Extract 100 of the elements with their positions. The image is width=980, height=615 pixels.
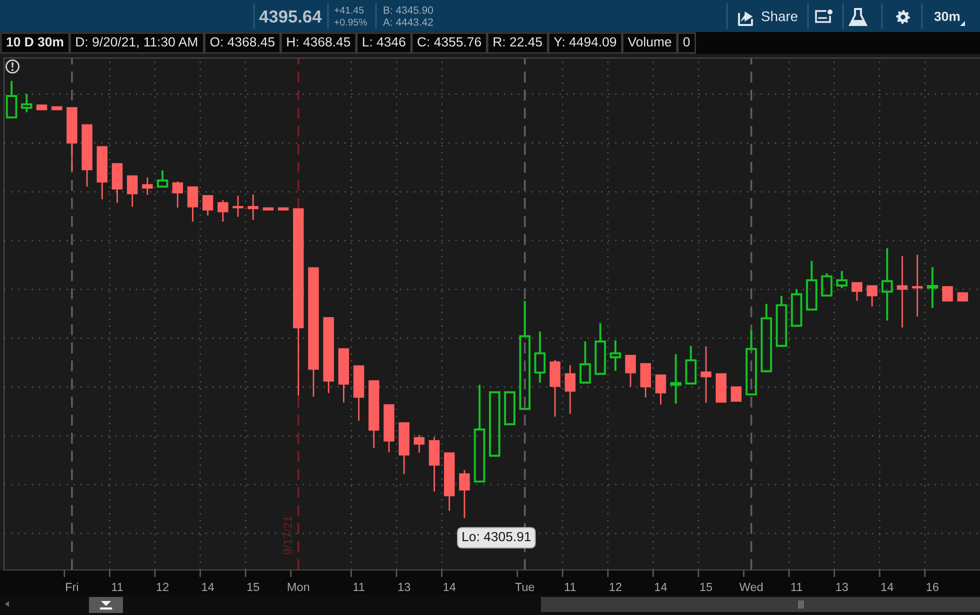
x-tick-label: 14 bbox=[655, 582, 667, 592]
candlestick bbox=[790, 288, 802, 327]
text: Lo: 4305.91 bbox=[462, 532, 531, 542]
candlestick bbox=[519, 300, 530, 410]
candlestick bbox=[187, 186, 198, 222]
candlestick bbox=[594, 322, 606, 375]
text: Share bbox=[762, 11, 798, 22]
x-tick-label: Mon bbox=[288, 582, 310, 592]
text: B: 4345.90 bbox=[384, 6, 433, 14]
x-tick-label: 11 bbox=[112, 582, 123, 592]
x-tick-label: 14 bbox=[881, 582, 894, 592]
candlestick bbox=[504, 391, 516, 426]
candlestick bbox=[836, 270, 848, 290]
text: C: 4355.76 bbox=[418, 37, 481, 47]
text: H: 4368.45 bbox=[287, 37, 350, 47]
x-tick-label: 11 bbox=[564, 582, 576, 592]
candlestick bbox=[142, 176, 153, 196]
candlestick bbox=[776, 295, 788, 347]
text: 4395.64 bbox=[259, 10, 322, 23]
text: 30m bbox=[934, 12, 960, 22]
candlestick bbox=[882, 247, 893, 322]
candlestick bbox=[670, 353, 682, 405]
candlestick bbox=[36, 104, 48, 110]
chart-title: 10 D 30m bbox=[6, 37, 64, 47]
candlestick bbox=[248, 194, 258, 221]
text: Y: 4494.09 bbox=[554, 37, 616, 47]
text: 0 bbox=[683, 37, 690, 47]
candlestick bbox=[896, 255, 908, 328]
candlestick bbox=[398, 422, 410, 475]
text: +0.95% bbox=[334, 18, 367, 26]
candlestick bbox=[640, 363, 651, 398]
candlestick bbox=[625, 354, 636, 388]
candlestick bbox=[368, 380, 380, 449]
candlestick bbox=[414, 434, 425, 454]
candlestick bbox=[338, 348, 350, 404]
candlestick bbox=[716, 373, 726, 403]
candlestick bbox=[51, 106, 62, 110]
text: Volume bbox=[628, 36, 672, 47]
candlestick bbox=[323, 317, 334, 394]
x-tick-label: 15 bbox=[247, 582, 260, 592]
candlestick bbox=[353, 365, 364, 422]
x-tick-label: Wed bbox=[739, 582, 763, 592]
candlestick bbox=[82, 124, 92, 188]
candlestick bbox=[384, 404, 394, 453]
candlestick bbox=[262, 207, 274, 210]
candlestick bbox=[428, 436, 440, 492]
text: A: 4443.42 bbox=[383, 18, 433, 26]
candlestick bbox=[580, 340, 591, 384]
candlestick bbox=[550, 359, 560, 418]
candlestick bbox=[610, 339, 622, 372]
candlestick bbox=[806, 260, 818, 311]
candlestick bbox=[474, 384, 486, 483]
candlestick bbox=[488, 391, 500, 457]
ref-line-label: 9/17/21 bbox=[283, 516, 292, 554]
candlestick bbox=[20, 92, 32, 114]
candlestick bbox=[66, 107, 78, 172]
candlestick bbox=[112, 163, 123, 204]
x-tick-label: 15 bbox=[700, 582, 712, 592]
x-tick-label: Tue bbox=[515, 582, 534, 592]
candlestick bbox=[957, 292, 968, 302]
candlestick bbox=[202, 195, 214, 216]
candlestick bbox=[444, 452, 455, 512]
x-tick-label: 12 bbox=[156, 582, 168, 592]
x-tick-label: 13 bbox=[398, 582, 410, 592]
text: D: 9/20/21, 11:30 AM bbox=[76, 36, 198, 48]
x-tick-label: 14 bbox=[202, 582, 214, 592]
candlestick bbox=[278, 207, 289, 210]
candlestick bbox=[126, 175, 138, 208]
candlestick bbox=[685, 344, 697, 384]
text: R: 22.45 bbox=[494, 37, 542, 47]
candlestick bbox=[172, 180, 183, 208]
x-tick-label: 14 bbox=[444, 582, 456, 592]
candlestick bbox=[852, 282, 862, 302]
candlestick bbox=[232, 195, 244, 218]
x-tick-label: 13 bbox=[836, 582, 848, 592]
text: +41.45 bbox=[334, 6, 364, 14]
candlestick bbox=[700, 346, 712, 404]
candlestick bbox=[821, 272, 832, 297]
text: L: 4346 bbox=[362, 37, 406, 47]
candlestick bbox=[760, 302, 772, 372]
candlestick bbox=[866, 285, 878, 308]
text: O: 4368.45 bbox=[210, 37, 274, 47]
candlestick bbox=[564, 364, 576, 414]
x-tick-label: 12 bbox=[610, 582, 622, 592]
candlestick bbox=[655, 374, 666, 406]
x-tick-label: 16 bbox=[926, 582, 938, 592]
candlestick bbox=[912, 254, 923, 318]
x-tick-label: 11 bbox=[354, 582, 364, 592]
candlestick bbox=[534, 330, 546, 384]
candlestick bbox=[6, 80, 18, 118]
candlestick bbox=[746, 329, 757, 396]
x-tick-label: 11 bbox=[791, 582, 802, 592]
x-tick-label: Fri bbox=[66, 582, 78, 592]
candlestick bbox=[96, 146, 108, 200]
candlestick bbox=[308, 267, 319, 398]
candlestick bbox=[218, 199, 228, 222]
candlestick bbox=[942, 286, 953, 302]
candlestick bbox=[459, 469, 470, 518]
candlestick bbox=[156, 169, 168, 188]
candlestick bbox=[926, 266, 938, 309]
